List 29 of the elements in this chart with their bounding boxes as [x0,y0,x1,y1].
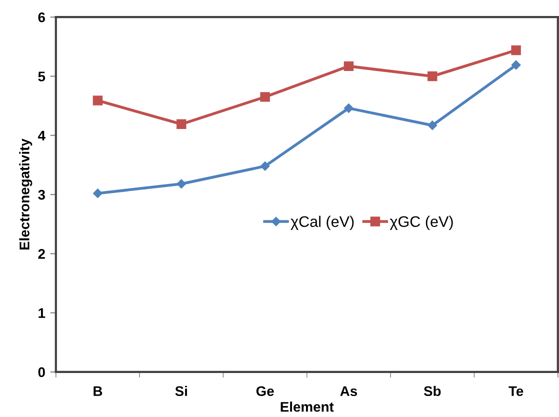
point [260,162,270,171]
legend-label: χCal (eV) [290,216,354,230]
y-tick-label: 6 [38,12,45,22]
point [176,179,186,189]
point [176,119,186,130]
x-tick-label: Si [175,386,187,396]
y-tick-label: 2 [38,249,45,259]
point [428,120,438,130]
point [93,188,102,198]
y-tick-label: 1 [38,308,46,318]
x-tick-label: Te [508,386,524,396]
y-tick-label: 4 [38,130,46,140]
y-tick-label: 5 [38,72,46,82]
y-axis-title: Electronegativity [19,138,32,250]
point [260,92,270,102]
legend-label: χGC (eV) [390,216,453,230]
x-tick-label: As [340,386,358,396]
y-tick-label: 0 [38,367,45,378]
x-tick-label: Sb [424,386,441,396]
point [511,45,521,56]
x-tick-label: Ge [256,386,274,396]
point [428,71,438,82]
point [92,96,103,106]
x-axis-title: Element [280,402,334,412]
point [344,61,354,72]
point [344,104,354,113]
x-tick-label: B [94,386,102,396]
y-tick-label: 3 [38,190,45,200]
point [511,60,521,70]
